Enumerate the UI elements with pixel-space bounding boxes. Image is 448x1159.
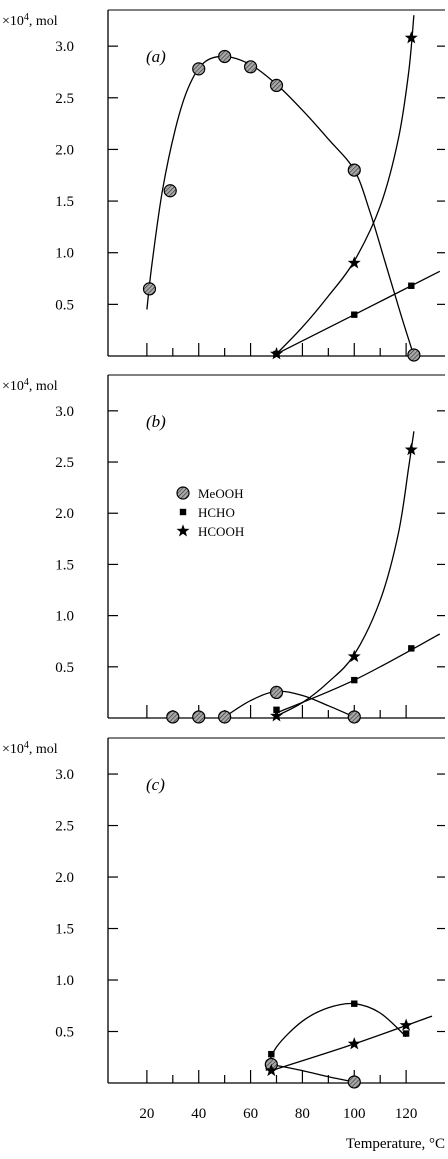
y-tick-label: 1.0 (55, 973, 74, 989)
y-tick-label: 2.5 (55, 91, 74, 107)
curve-hcho (276, 270, 441, 355)
point-hcooh (264, 1063, 278, 1077)
point-hcho (408, 645, 415, 652)
panel-2: 0.5 1.0 1.5 2.0 2.5 3.0 20 40 60 80 100 120 ×104, mo… (2, 737, 445, 1122)
y-tick-label: 3.0 (55, 404, 74, 420)
y-tick-label: 0.5 (55, 1025, 74, 1041)
panel-label: (b) (146, 412, 166, 431)
x-tick-label: 120 (395, 1106, 418, 1122)
point-meooh (142, 282, 157, 296)
point-meooh (218, 49, 232, 64)
point-hcho (268, 1050, 275, 1058)
y-axis-label: ×104, mol (2, 377, 58, 394)
point-hcho (351, 1000, 358, 1007)
point-hcooh (404, 31, 418, 44)
curve-hcho (265, 1002, 407, 1071)
point-meooh (347, 163, 361, 177)
x-axis-label: Temperature, °C (346, 1136, 445, 1152)
point-meooh (192, 710, 206, 724)
y-tick-label: 2.0 (55, 506, 74, 522)
y-axis-label: ×104, mol (2, 12, 58, 29)
panel-1: 0.5 1.0 1.5 2.0 2.5 3.0 ×104, mol (b) MeOOH HCHO H… (2, 374, 445, 724)
y-tick-label: 1.0 (55, 609, 74, 625)
point-meooh (166, 710, 180, 724)
curve-hcooh (276, 15, 415, 355)
point-meooh (269, 78, 284, 92)
legend-label-hcho: HCHO (198, 505, 235, 520)
curve-meooh (146, 55, 415, 356)
y-tick-label: 2.0 (55, 142, 74, 158)
point-hcooh (399, 1018, 413, 1031)
point-meooh (269, 685, 284, 700)
point-hcooh (347, 1037, 361, 1050)
point-meooh (218, 710, 232, 724)
x-tick-label: 20 (139, 1106, 154, 1122)
legend-label-hcooh: HCOOH (198, 524, 244, 539)
y-tick-label: 1.5 (55, 557, 74, 573)
point-meooh (243, 60, 258, 74)
point-meooh (407, 348, 421, 362)
y-tick-label: 2.5 (55, 455, 74, 471)
y-tick-label: 1.5 (55, 194, 74, 210)
curve-hcooh (276, 431, 415, 717)
point-meooh (347, 710, 361, 724)
point-hcho (351, 311, 358, 318)
curve-meooh (224, 690, 355, 718)
y-tick-label: 2.0 (55, 870, 74, 886)
point-hcooh (270, 347, 283, 360)
y-tick-label: 0.5 (55, 660, 74, 676)
panel-0: 0.5 1.0 1.5 2.0 2.5 3.0 ×104, mol (a) (2, 9, 445, 362)
point-hcooh (347, 256, 361, 269)
y-axis-label: ×104, mol (2, 740, 58, 757)
point-hcooh (404, 442, 418, 456)
legend-marker-meooh (176, 486, 190, 500)
point-hcho (402, 1030, 410, 1037)
point-hcooh (270, 709, 283, 722)
y-tick-label: 0.5 (55, 297, 74, 313)
legend-label-meooh: MeOOH (198, 486, 244, 501)
point-hcho (408, 282, 415, 289)
y-tick-label: 2.5 (55, 819, 74, 835)
y-tick-label: 1.5 (55, 922, 74, 938)
x-tick-label: 80 (295, 1106, 310, 1122)
x-tick-label: 100 (343, 1106, 366, 1122)
x-tick-label: 60 (243, 1106, 258, 1122)
point-hcooh (347, 649, 361, 663)
y-tick-label: 1.0 (55, 246, 74, 262)
legend-marker-hcooh (176, 524, 190, 537)
point-meooh (347, 1075, 361, 1089)
y-tick-label: 3.0 (55, 767, 74, 783)
x-tick-label: 40 (191, 1106, 206, 1122)
point-meooh (192, 62, 206, 76)
legend-marker-hcho (179, 508, 187, 516)
curve-meooh (271, 1063, 355, 1083)
panel-label: (a) (146, 47, 166, 66)
y-tick-label: 3.0 (55, 39, 74, 55)
point-hcho (351, 676, 358, 684)
panel-label: (c) (146, 775, 165, 794)
point-meooh (163, 184, 177, 198)
curve-hcho (276, 633, 441, 714)
